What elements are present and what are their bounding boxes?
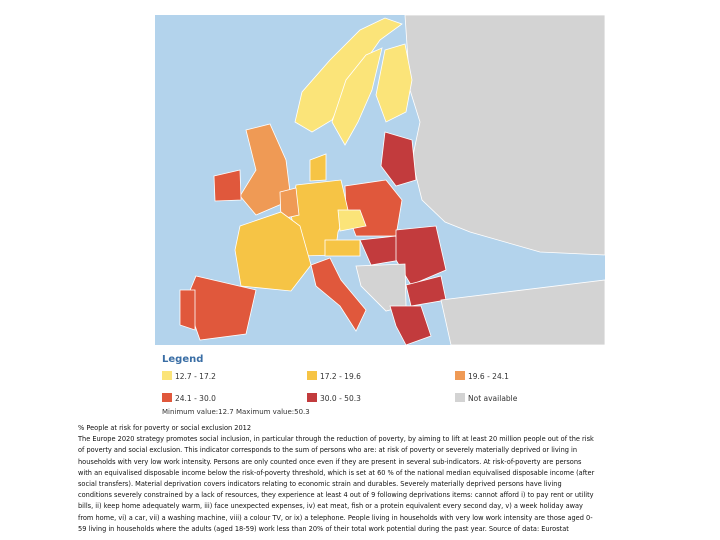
description-line: 59 living in households where the adults… [78, 524, 569, 533]
austria [324, 239, 361, 257]
ireland [213, 169, 242, 202]
legend-swatch [162, 393, 172, 402]
description-line: The Europe 2020 strategy promotes social… [78, 435, 594, 444]
legend-swatch [455, 393, 465, 402]
no-data-east [404, 14, 606, 256]
legend-title: Legend [162, 354, 203, 365]
uk [239, 123, 292, 216]
legend-label: 24.1 - 30.0 [175, 394, 216, 403]
italy [310, 257, 367, 332]
description-line: of poverty and social exclusion. This in… [78, 446, 578, 455]
description-title: % People at risk for poverty or social e… [78, 424, 252, 432]
legend-range-note: Minimum value:12.7 Maximum value:50.3 [162, 408, 310, 416]
sweden [331, 47, 383, 146]
legend-label: 12.7 - 17.2 [175, 372, 216, 381]
description-line: conditions severely constrained by a lac… [78, 491, 594, 500]
description-line: from home, vi) a car, vii) a washing mac… [78, 513, 593, 522]
legend-swatch [307, 371, 317, 380]
france [234, 211, 312, 292]
baltics [380, 131, 417, 187]
legend-swatch [455, 371, 465, 380]
legend-swatch [162, 371, 172, 380]
legend-label: Not available [468, 394, 518, 403]
portugal [179, 289, 196, 331]
description-line: social transfers). Material deprivation … [78, 480, 562, 488]
legend: 12.7 - 17.2 17.2 - 19.6 19.6 - 24.1 24.1 - … [162, 371, 518, 403]
norway [294, 17, 403, 133]
countries [179, 14, 606, 346]
legend-label: 17.2 - 19.6 [320, 372, 361, 381]
finland [375, 43, 413, 123]
denmark [309, 153, 327, 182]
greece [389, 305, 432, 346]
legend-swatch [307, 393, 317, 402]
legend-label: 19.6 - 24.1 [468, 372, 509, 381]
turkey [440, 279, 606, 346]
romania [395, 225, 447, 286]
map-figure: Legend 12.7 - 17.2 17.2 - 19.6 19.6 - 24.1… [155, 14, 606, 416]
description-line: households with very low work intensity.… [78, 457, 582, 466]
legend-label: 30.0 - 50.3 [320, 394, 361, 403]
benelux [279, 187, 300, 220]
description-line: with an equivalised disposable income be… [78, 468, 595, 477]
czechia [337, 209, 367, 232]
description-line: bills, ii) keep home adequately warm, ii… [78, 502, 583, 511]
